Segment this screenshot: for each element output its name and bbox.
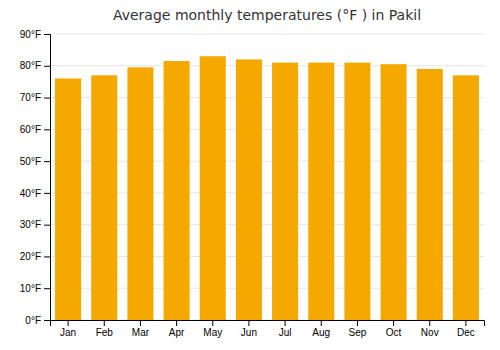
x-tick-mark [68, 320, 69, 326]
x-tick: Sep [349, 320, 367, 338]
x-tick-label: Mar [132, 327, 150, 338]
bar [417, 69, 443, 320]
x-tick-label: Feb [96, 327, 114, 338]
y-tick-mark [44, 161, 50, 162]
y-tick-label: 30°F [20, 219, 41, 230]
x-tick-mark [429, 320, 430, 326]
y-tick: 20°F [20, 251, 50, 262]
x-tick-mark [285, 320, 286, 326]
grid [50, 34, 484, 320]
y-tick-mark [44, 225, 50, 226]
bar [164, 61, 190, 320]
x-tick-label: Sep [349, 327, 367, 338]
x-tick-label: Apr [169, 327, 185, 338]
y-tick: 10°F [20, 283, 50, 294]
bar [453, 75, 479, 320]
y-tick: 0°F [25, 315, 50, 326]
chart: 0°F 10°F 20°F 30°F 40°F 50°F 60°F 70°F 80°F 90°F J… [0, 0, 500, 350]
y-tick-mark [44, 98, 50, 99]
bar [272, 63, 298, 320]
y-tick-mark [44, 34, 50, 35]
x-tick-mark [140, 320, 141, 326]
bar [236, 59, 262, 320]
x-tick-mark [176, 320, 177, 326]
bar [55, 78, 81, 320]
x-tick: Jan [60, 320, 76, 338]
x-tick-mark [212, 320, 213, 326]
bar [127, 67, 153, 320]
x-tick: Nov [421, 320, 439, 338]
x-tick: Jul [279, 320, 292, 338]
y-tick-mark [44, 66, 50, 67]
x-tick: May [203, 320, 222, 338]
y-axis: 0°F 10°F 20°F 30°F 40°F 50°F 60°F 70°F 80°F 90°F [20, 29, 51, 326]
x-tick-mark [357, 320, 358, 326]
y-tick-label: 50°F [20, 156, 41, 167]
x-tick: Feb [96, 320, 114, 338]
y-tick-label: 70°F [20, 92, 41, 103]
y-tick: 50°F [20, 156, 50, 167]
x-tick: Aug [312, 320, 330, 338]
x-tick-label: Dec [457, 327, 475, 338]
x-tick-label: Jan [60, 327, 76, 338]
y-tick-mark [44, 129, 50, 130]
x-tick-mark [321, 320, 322, 326]
y-tick-label: 60°F [20, 124, 41, 135]
y-tick-label: 40°F [20, 188, 41, 199]
x-tick: Jun [241, 320, 257, 338]
x-tick-label: Aug [312, 327, 330, 338]
x-tick-label: Jul [279, 327, 292, 338]
y-tick-label: 10°F [20, 283, 41, 294]
plot-area [55, 56, 479, 320]
bar [200, 56, 226, 320]
y-tick-mark [44, 193, 50, 194]
y-tick: 60°F [20, 124, 50, 135]
y-tick: 40°F [20, 188, 50, 199]
title: Average monthly temperatures (°F ) in Pa… [113, 7, 421, 23]
y-tick-label: 20°F [20, 251, 41, 262]
x-tick-mark [248, 320, 249, 326]
x-tick: Oct [386, 320, 402, 338]
y-tick-mark [44, 288, 50, 289]
bar [308, 63, 334, 320]
y-tick-mark [44, 320, 50, 321]
x-tick: Mar [132, 320, 150, 338]
x-axis: Jan Feb Mar Apr May Jun Jul Aug Sep Oct Nov Dec [51, 320, 485, 338]
x-tick-mark [465, 320, 466, 326]
y-tick-mark [44, 256, 50, 257]
x-tick: Dec [457, 320, 475, 338]
y-tick: 80°F [20, 60, 50, 71]
x-tick-label: Jun [241, 327, 257, 338]
y-tick: 90°F [20, 29, 50, 40]
y-tick-label: 0°F [25, 315, 41, 326]
bar [381, 64, 407, 320]
y-tick: 70°F [20, 92, 50, 103]
bar [91, 75, 117, 320]
grid-line [50, 65, 484, 66]
y-tick-label: 90°F [20, 29, 41, 40]
y-tick-label: 80°F [20, 60, 41, 71]
x-tick-mark [104, 320, 105, 326]
x-tick-label: May [203, 327, 222, 338]
grid-line [50, 34, 484, 35]
x-axis-line [51, 321, 485, 327]
x-tick-label: Nov [421, 327, 439, 338]
y-axis-line [44, 35, 51, 321]
x-tick-mark [393, 320, 394, 326]
y-tick: 30°F [20, 219, 50, 230]
x-tick: Apr [169, 320, 185, 338]
bar [344, 63, 370, 320]
x-tick-label: Oct [386, 327, 402, 338]
